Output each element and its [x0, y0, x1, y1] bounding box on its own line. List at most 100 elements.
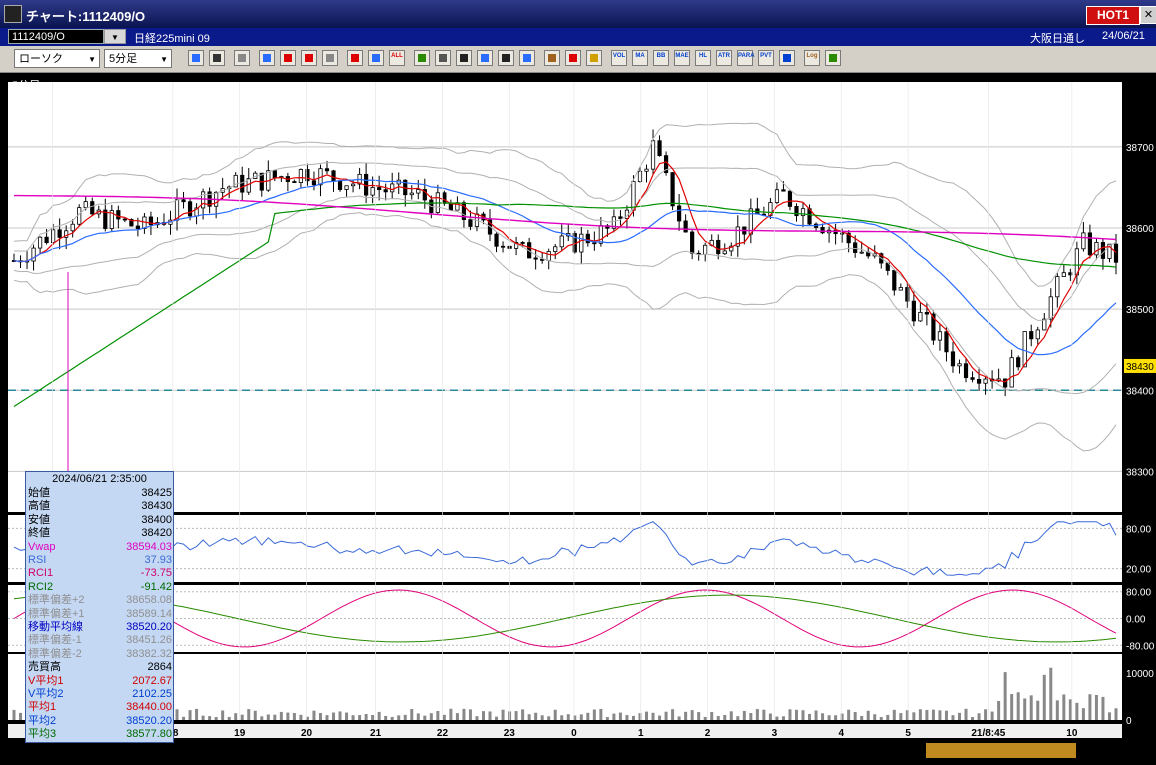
hot1-button[interactable]: HOT1: [1086, 6, 1140, 25]
chart-type-select[interactable]: ローソク ▼: [14, 49, 100, 68]
rci1-line: [13, 589, 1117, 648]
zoom-icon[interactable]: [259, 50, 275, 66]
candle-body: [129, 219, 134, 227]
grid-icon[interactable]: [544, 50, 560, 66]
list-icon[interactable]: [498, 50, 514, 66]
candle-body: [422, 189, 427, 201]
volume-tick-label: 0: [1126, 716, 1132, 727]
candle-body: [1107, 243, 1112, 259]
export-icon[interactable]: [825, 50, 841, 66]
wrench-icon[interactable]: [565, 50, 581, 66]
zoom-icon-glyph: [263, 54, 271, 62]
volume-bar: [814, 710, 818, 720]
volume-bar: [977, 713, 981, 720]
chart-area[interactable]: 38700 38600 38500 38400 38300 38430 80.00 20.00…: [0, 72, 1156, 760]
current-price-label: 38430: [1126, 362, 1154, 373]
candle-body: [1081, 232, 1086, 250]
line-icon[interactable]: [435, 50, 451, 66]
atr-icon[interactable]: ATR: [716, 50, 732, 66]
trash-icon[interactable]: [519, 50, 535, 66]
para-icon[interactable]: PARA: [737, 50, 755, 66]
candle-body: [57, 229, 62, 238]
return-icon[interactable]: [477, 50, 493, 66]
candle-body: [240, 174, 245, 193]
data-window-key: 標準偏差-1: [28, 634, 82, 647]
atr-icon-label: ATR: [718, 53, 730, 59]
candle-body: [585, 233, 590, 244]
candle-body: [911, 300, 916, 322]
candle-body: [924, 311, 929, 315]
log-icon[interactable]: Log: [804, 50, 820, 66]
cursor-icon[interactable]: [456, 50, 472, 66]
candle-body: [592, 242, 597, 245]
volume-bar: [586, 712, 590, 720]
interval-select[interactable]: 5分足 ▼: [104, 49, 172, 68]
vol-icon[interactable]: VOL: [611, 50, 627, 66]
color-icon[interactable]: [586, 50, 602, 66]
window-title: チャート:1112409/O: [26, 9, 146, 24]
data-window-value: 37.93: [144, 554, 172, 566]
pen-icon[interactable]: [414, 50, 430, 66]
mae-icon[interactable]: MAE: [674, 50, 690, 66]
candle-body: [324, 168, 330, 172]
volume-bar: [860, 715, 864, 720]
candle-body: [703, 244, 708, 255]
volume-bar: [195, 708, 199, 720]
magnify-icon[interactable]: [188, 50, 204, 66]
bb-icon[interactable]: BB: [653, 50, 669, 66]
volume-bar: [488, 711, 492, 720]
code-dropdown-button[interactable]: ▼: [104, 29, 126, 44]
volume-bar: [449, 708, 453, 720]
volume-bar: [468, 709, 472, 720]
data-window-timestamp: 2024/06/21 2:35:00: [52, 473, 147, 485]
fit-icon[interactable]: [280, 50, 296, 66]
volume-bar: [423, 715, 427, 720]
volume-bar: [605, 717, 609, 720]
hl-icon[interactable]: HL: [695, 50, 711, 66]
all-icon[interactable]: ALL: [389, 50, 405, 66]
candle-body: [892, 270, 897, 291]
volume-bar: [397, 715, 401, 720]
scroller-thumb: [926, 743, 1076, 758]
pvt-icon[interactable]: PVT: [758, 50, 774, 66]
candle-body: [533, 257, 538, 260]
compare-icon[interactable]: [322, 50, 338, 66]
volume-bar: [827, 715, 831, 720]
split-icon[interactable]: [368, 50, 384, 66]
time-tick-label: 19: [234, 728, 246, 739]
candle-body: [513, 242, 519, 249]
window-icon[interactable]: [779, 50, 795, 66]
volume-bar: [266, 714, 270, 720]
data-window-value: 38430: [141, 500, 172, 513]
data-window-value: -73.75: [140, 567, 172, 580]
candle-body: [135, 225, 140, 229]
candle-body: [292, 181, 297, 183]
arrow-icon[interactable]: [301, 50, 317, 66]
volume-bar: [690, 710, 694, 720]
candle-body: [898, 287, 903, 291]
window-titlebar[interactable]: チャート:1112409/O HOT1 ✕: [0, 0, 1156, 29]
volume-bar: [990, 711, 994, 720]
candle-body: [931, 313, 936, 341]
interval-value: 5分足: [109, 53, 138, 65]
crosshair-icon[interactable]: [209, 50, 225, 66]
chart-canvas[interactable]: 38700386003850038400383003843080.0020.00…: [0, 72, 1156, 760]
instrument-code-input[interactable]: 1112409/O: [8, 29, 104, 44]
time-tick-label: 20: [301, 728, 313, 739]
ma-icon[interactable]: MA: [632, 50, 648, 66]
candle-body: [1042, 318, 1047, 331]
close-icon[interactable]: ✕: [1140, 6, 1156, 24]
scroll-icon[interactable]: [234, 50, 250, 66]
data-window-key: 標準偏差-2: [28, 647, 82, 660]
price-tick-label: 38400: [1126, 386, 1154, 397]
volume-bar: [305, 716, 309, 720]
volume-bar: [697, 712, 701, 720]
data-window-key: 平均2: [28, 714, 57, 727]
volume-bar: [1114, 708, 1118, 720]
volume-bar: [371, 714, 375, 720]
data-window-row: 標準偏差+2 38658.08: [28, 594, 172, 607]
volume-bar: [221, 710, 225, 720]
candle-body: [683, 220, 688, 233]
data-window-value: 2864: [147, 661, 172, 674]
candle-icon[interactable]: [347, 50, 363, 66]
